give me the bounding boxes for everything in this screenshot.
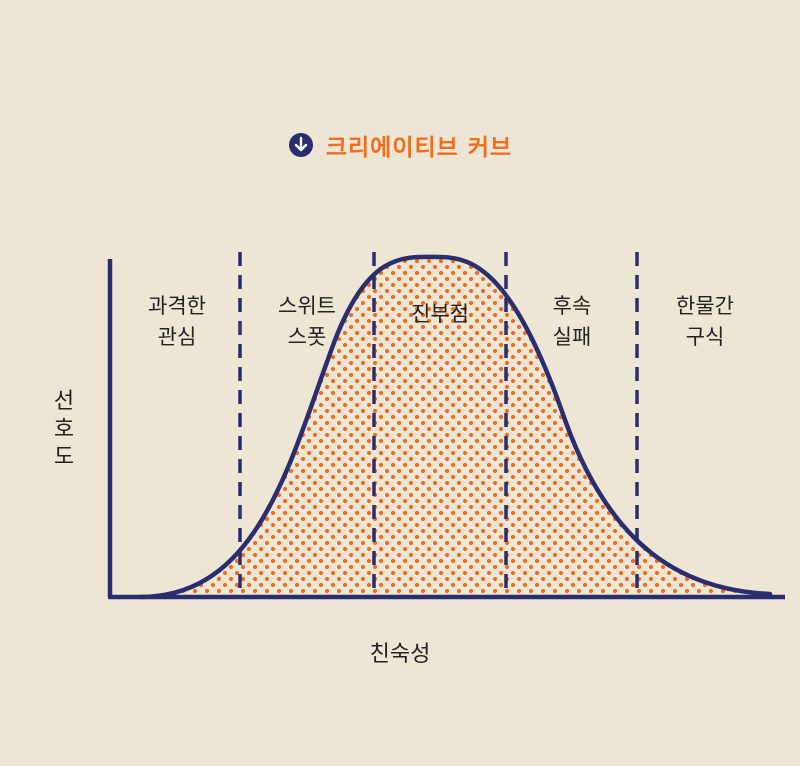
zone-label-cliche: 진부점 — [385, 299, 495, 330]
figure-title: 크리에이티브 커브 — [0, 128, 800, 162]
zone-line: 과격한 — [148, 294, 206, 318]
zone-line: 후속 — [552, 294, 592, 318]
zone-line: 관심 — [157, 325, 197, 349]
zone-label-sweet-spot: 스위트 스폿 — [252, 291, 362, 353]
x-axis-label: 친숙성 — [369, 642, 431, 667]
zone-line: 스폿 — [287, 325, 327, 349]
dotted-fill-area — [140, 256, 770, 597]
zone-line: 구식 — [685, 325, 725, 349]
arrow-down-circle-icon — [288, 133, 313, 157]
zone-line: 진부점 — [411, 302, 469, 326]
zone-line: 한물간 — [676, 294, 734, 318]
title-text: 크리에이티브 커브 — [325, 135, 513, 161]
zone-line: 실패 — [552, 325, 592, 349]
zone-label-outdated: 한물간 구식 — [650, 291, 760, 353]
zone-line: 스위트 — [278, 294, 336, 318]
zone-label-sequel-failure: 후속 실패 — [517, 291, 627, 353]
creative-curve-line — [137, 254, 773, 600]
y-axis-label: 선호도 — [53, 389, 75, 470]
zone-label-radical-interest: 과격한 관심 — [122, 291, 232, 353]
